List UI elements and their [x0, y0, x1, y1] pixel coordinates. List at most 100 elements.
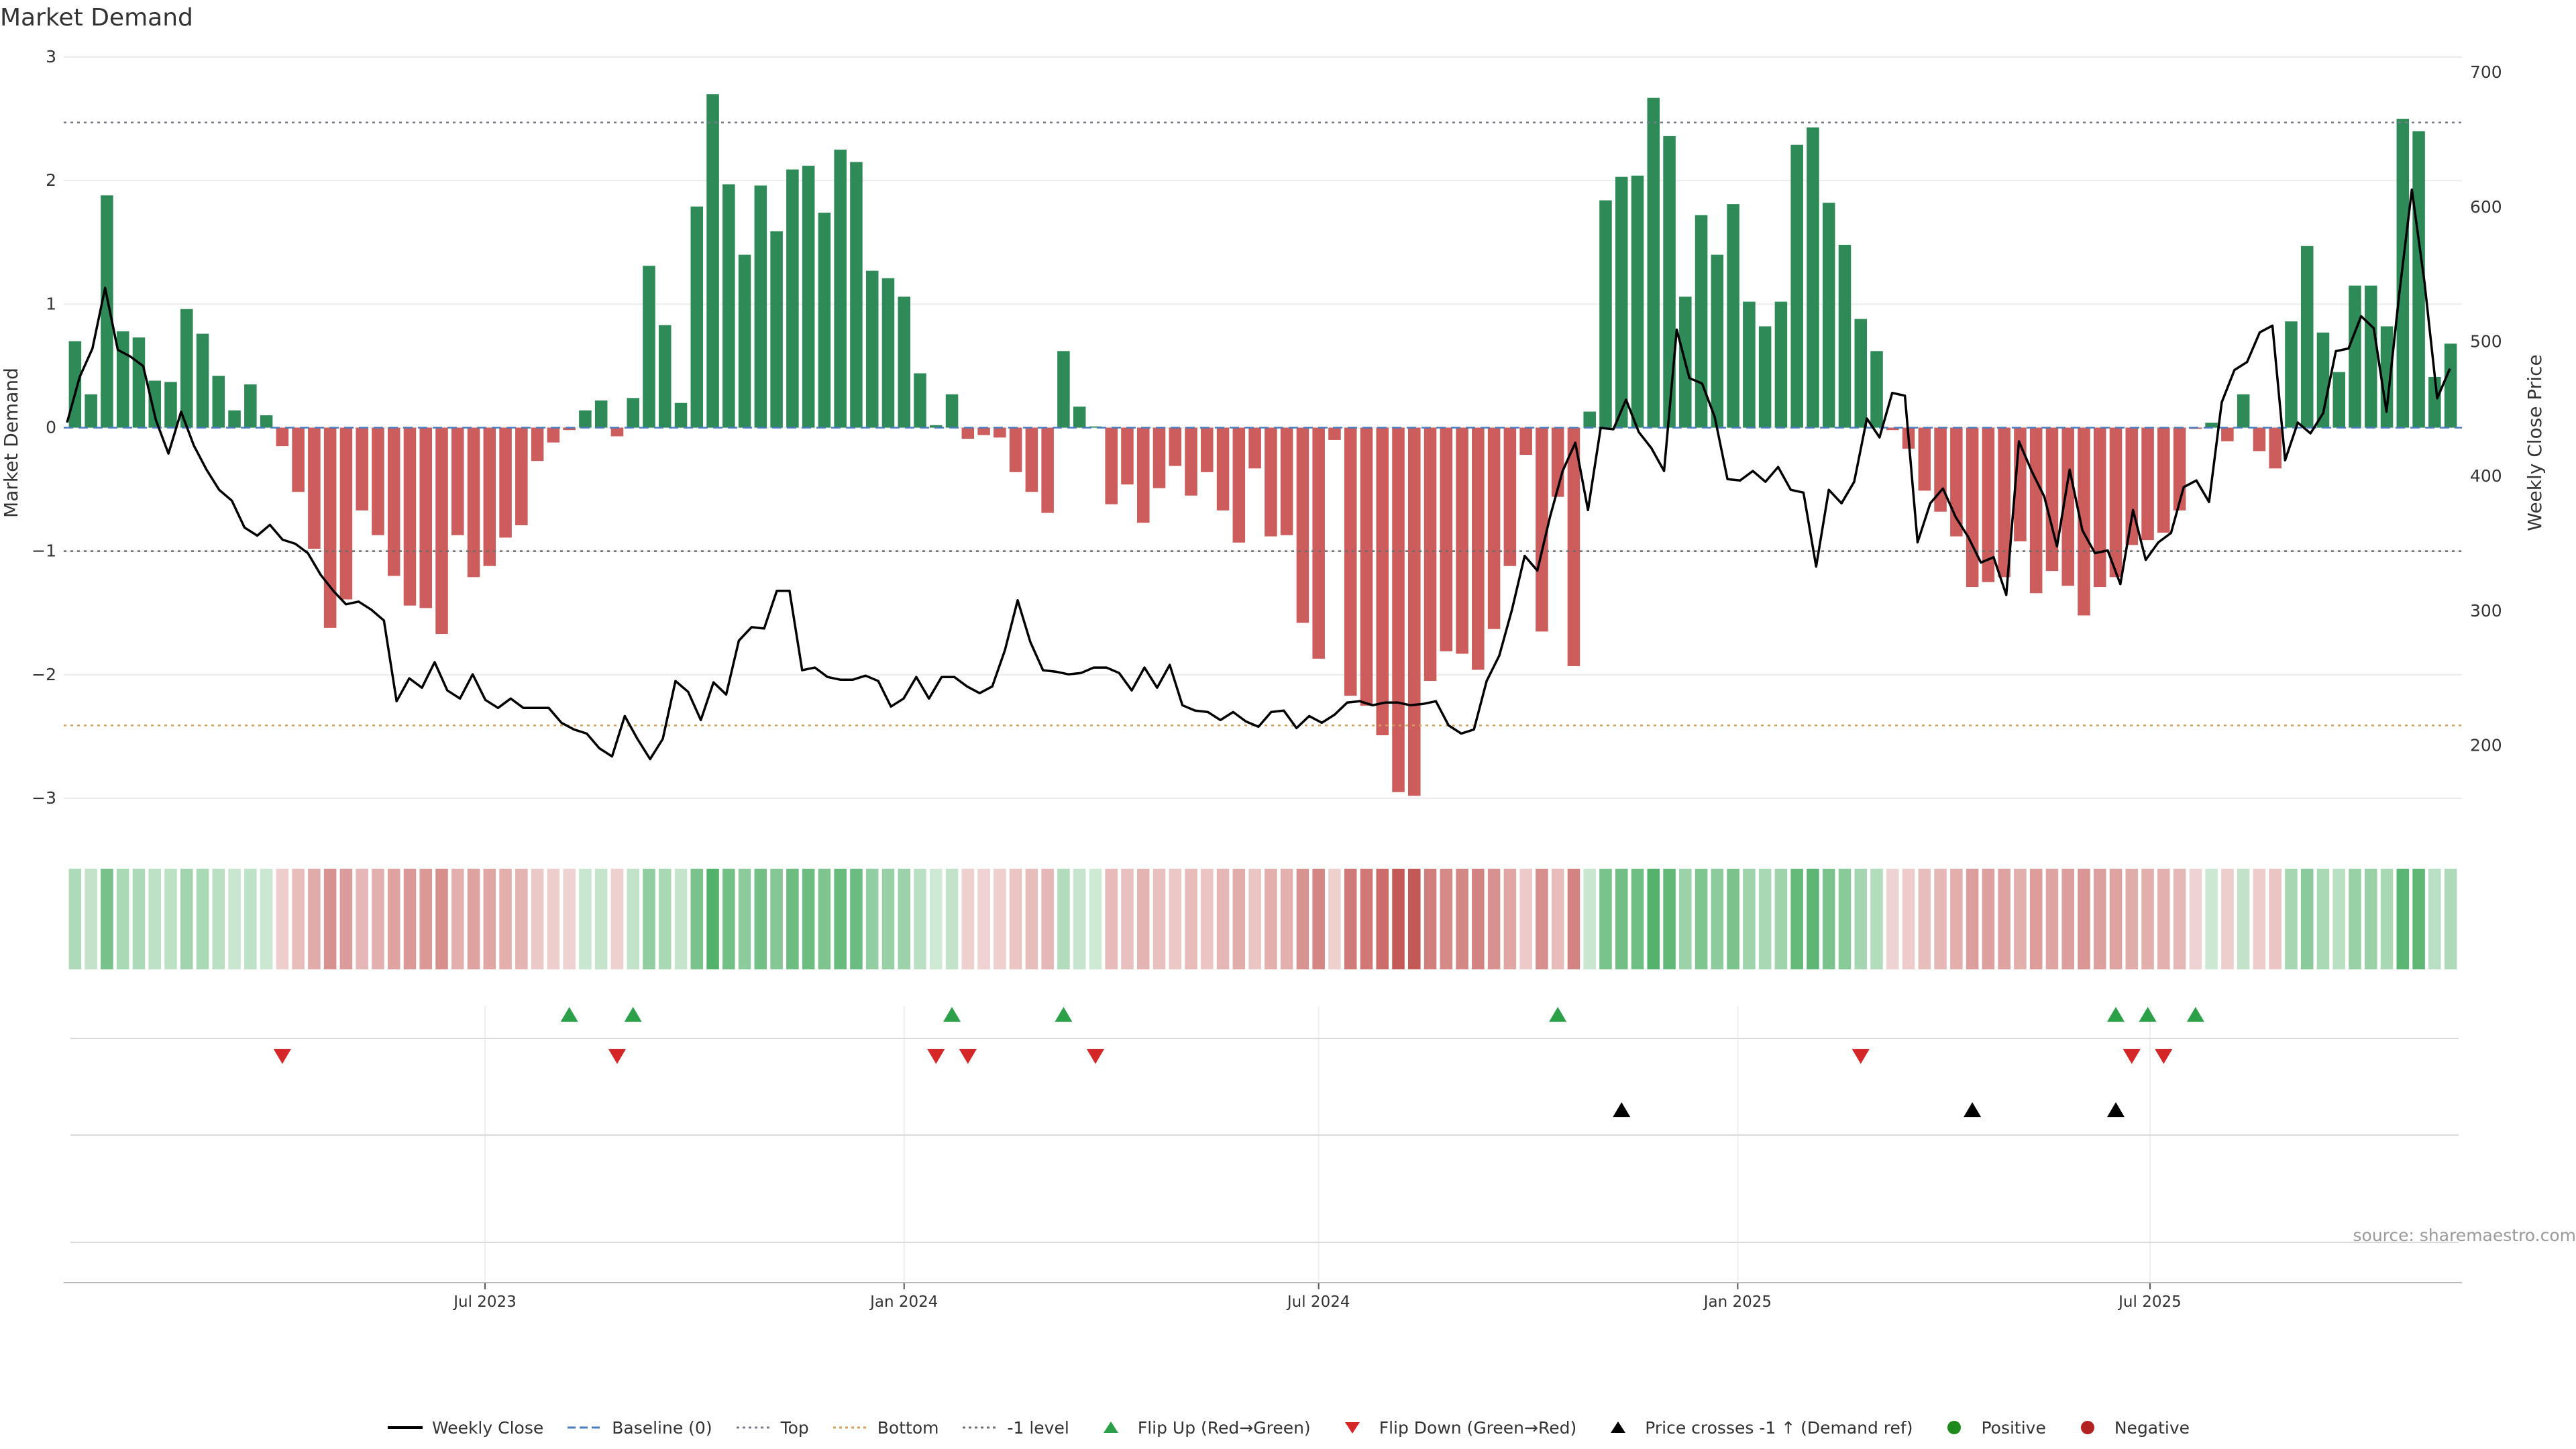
- heat-cell: [1583, 869, 1596, 969]
- heat-cell: [1966, 869, 1979, 969]
- heat-cell: [2412, 869, 2425, 969]
- heat-cell: [148, 869, 161, 969]
- demand-bar: [467, 427, 480, 578]
- demand-bar: [961, 427, 975, 439]
- heat-cell: [244, 869, 257, 969]
- demand-bar: [1392, 427, 1405, 792]
- reference-lines: [64, 121, 2462, 727]
- y-tick-label: −3: [32, 788, 56, 808]
- flip-down-marker: [273, 1049, 291, 1064]
- heat-cell: [1424, 869, 1437, 969]
- heat-strip: [68, 869, 2457, 969]
- heat-cell: [1663, 869, 1676, 969]
- demand-bar: [1440, 427, 1453, 651]
- heat-cell: [1934, 869, 1947, 969]
- demand-bar: [1790, 144, 1803, 428]
- heat-cell: [1312, 869, 1325, 969]
- heat-cell: [1232, 869, 1246, 969]
- price-cross-marker: [1964, 1102, 1982, 1118]
- heat-cell: [2221, 869, 2234, 969]
- flip-up-marker: [1549, 1007, 1567, 1022]
- heat-cell: [1456, 869, 1468, 969]
- demand-bar: [1041, 427, 1054, 513]
- y-tick-label: 2: [46, 170, 56, 190]
- legend-symbol-icon: [1611, 1421, 1626, 1433]
- demand-bar: [260, 415, 273, 428]
- demand-bar: [164, 382, 177, 428]
- heat-cell: [164, 869, 177, 969]
- demand-bar: [1169, 427, 1182, 466]
- demand-bar: [451, 427, 464, 535]
- axis-layer: Jul 2023 Jan 2024 Jul 2024 Jan 2025 Jul 2025…: [32, 47, 2502, 1311]
- legend-label: Negative: [2114, 1417, 2190, 1438]
- heat-cell: [579, 869, 592, 969]
- demand-bar: [658, 325, 672, 428]
- heat-cell: [228, 869, 241, 969]
- heat-cell: [323, 869, 337, 969]
- demand-bar: [148, 380, 161, 428]
- heat-cell: [1136, 869, 1150, 969]
- legend-symbol-icon: [833, 1426, 868, 1429]
- flip-down-marker: [2123, 1049, 2141, 1064]
- flip-up-marker: [2186, 1007, 2204, 1022]
- demand-bar: [834, 150, 847, 428]
- flip-down-marker: [959, 1049, 977, 1064]
- demand-bar: [1743, 301, 1756, 428]
- legend-label: Weekly Close: [431, 1417, 544, 1438]
- weekly-close-line: [66, 188, 2451, 761]
- demand-bar: [2428, 376, 2441, 428]
- heat-cell: [945, 869, 959, 969]
- heat-cell: [372, 869, 384, 969]
- heat-cell: [1790, 869, 1803, 969]
- demand-bar: [372, 427, 384, 535]
- demand-bar: [2412, 131, 2425, 428]
- legend-item: Negative: [2069, 1418, 2190, 1438]
- chart-title: Market Demand: [0, 4, 193, 32]
- demand-bar: [1982, 427, 1995, 582]
- heat-cell: [961, 869, 975, 969]
- heat-cell: [1950, 869, 1963, 969]
- demand-bar: [1073, 407, 1086, 428]
- demand-bar: [323, 427, 337, 628]
- demand-bar: [356, 427, 368, 511]
- heat-cell: [2300, 869, 2314, 969]
- flip-up-marker: [943, 1007, 961, 1022]
- heat-cell: [2269, 869, 2282, 969]
- heat-cell: [1296, 869, 1309, 969]
- demand-bar: [2061, 427, 2074, 586]
- heat-cell: [2237, 869, 2250, 969]
- demand-bar: [1870, 351, 1883, 428]
- demand-bar: [1583, 411, 1596, 428]
- heat-cell: [1695, 869, 1708, 969]
- demand-bar: [1774, 301, 1788, 428]
- y-tick-label: 0: [46, 418, 56, 437]
- heat-cell: [2109, 869, 2123, 969]
- demand-bar: [1998, 427, 2010, 578]
- heat-cell: [1615, 869, 1628, 969]
- heat-cell: [212, 869, 225, 969]
- demand-bar: [770, 231, 783, 428]
- demand-bar: [531, 427, 544, 462]
- heat-cell: [2396, 869, 2410, 969]
- demand-bar: [515, 427, 528, 525]
- demand-bar: [2221, 427, 2234, 441]
- legend-label: Price crosses -1 ↑ (Demand ref): [1645, 1417, 1913, 1438]
- heat-cell: [898, 869, 911, 969]
- demand-bar: [738, 254, 751, 428]
- heat-cell: [658, 869, 672, 969]
- demand-bar: [1360, 427, 1373, 706]
- heat-cell: [101, 869, 113, 969]
- flip-up-marker: [560, 1007, 578, 1022]
- price-cross-marker: [1613, 1102, 1631, 1118]
- demand-bar: [403, 427, 417, 606]
- heat-cell: [1743, 869, 1756, 969]
- heat-cell: [2349, 869, 2361, 969]
- demand-bar: [754, 185, 767, 428]
- demand-bar: [898, 297, 911, 428]
- demand-bar: [1631, 175, 1644, 428]
- heat-cell: [1631, 869, 1644, 969]
- heat-cell: [1870, 869, 1883, 969]
- heat-cell: [1854, 869, 1868, 969]
- heat-cell: [2173, 869, 2186, 969]
- heat-cell: [308, 869, 321, 969]
